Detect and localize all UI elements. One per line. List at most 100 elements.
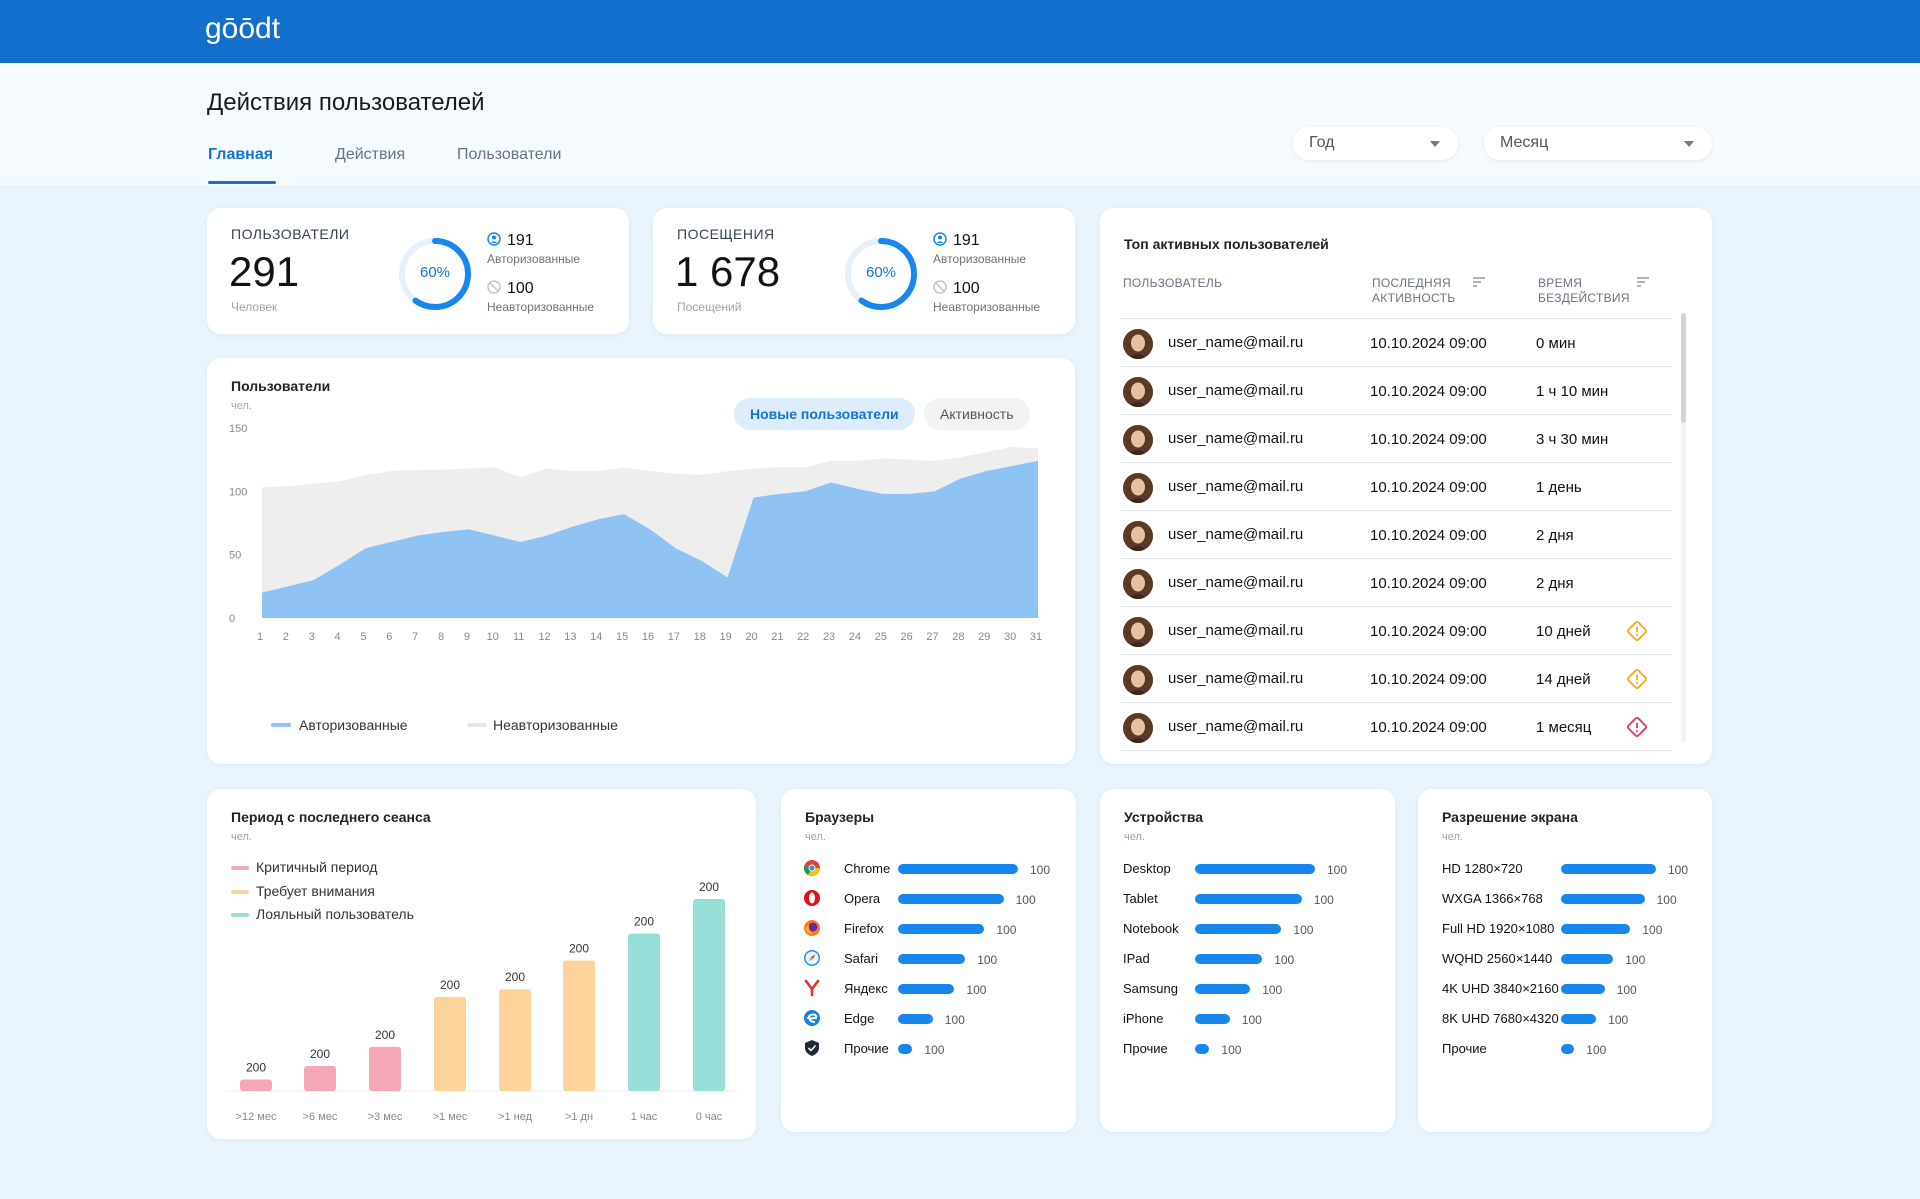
resolution-bar xyxy=(1561,864,1656,874)
table-row[interactable]: user_name@mail.ru 10.10.2024 09:00 0 мин xyxy=(1120,319,1672,367)
resolution-label: WXGA 1366×768 xyxy=(1442,891,1543,906)
top-users-card: Топ активных пользователей ПОЛЬЗОВАТЕЛЬ … xyxy=(1100,208,1712,764)
bar xyxy=(563,960,595,1091)
legend-loyal: Лояльный пользователь xyxy=(256,906,414,922)
idle-time: 2 дня xyxy=(1536,575,1574,592)
x-tick-label: 8 xyxy=(438,631,444,643)
x-tick-label: 24 xyxy=(849,631,861,643)
goodt-logo[interactable]: gōōdt xyxy=(205,10,285,56)
table-title: Топ активных пользователей xyxy=(1124,236,1329,252)
x-tick-label: 9 xyxy=(464,631,470,643)
session-period-card: Период с последнего сеанса чел. Критичны… xyxy=(207,789,756,1139)
user-email[interactable]: user_name@mail.ru xyxy=(1168,718,1304,735)
idle-time: 1 ч 10 мин xyxy=(1536,383,1609,400)
x-tick-label: 29 xyxy=(978,631,990,643)
user-email[interactable]: user_name@mail.ru xyxy=(1168,574,1304,591)
toggle-activity[interactable]: Активность xyxy=(924,398,1030,430)
authorized-label: Авторизованные xyxy=(487,252,581,266)
column-header-last-activity[interactable]: ПОСЛЕДНЯЯ АКТИВНОСТЬ xyxy=(1372,276,1456,305)
card-title: Устройства xyxy=(1124,809,1204,825)
column-header-idle-time[interactable]: ВРЕМЯ БЕЗДЕЙСТВИЯ xyxy=(1538,276,1630,305)
browsers-value: 100 xyxy=(977,953,998,967)
table-row[interactable]: user_name@mail.ru 10.10.2024 09:00 1 день xyxy=(1120,463,1672,511)
tab-users[interactable]: Пользователи xyxy=(457,146,562,163)
x-tick-label: 17 xyxy=(668,631,680,643)
x-tick-label: 4 xyxy=(335,631,341,643)
category-label: >1 дн xyxy=(565,1111,593,1123)
chart-title: Период с последнего сеанса xyxy=(231,809,431,825)
user-email[interactable]: user_name@mail.ru xyxy=(1168,478,1304,495)
scrollbar-track[interactable] xyxy=(1681,313,1686,743)
avatar xyxy=(1123,425,1153,455)
idle-time: 10 дней xyxy=(1536,623,1591,640)
avatar xyxy=(1123,617,1153,647)
card-unit: чел. xyxy=(805,831,826,843)
devices-bar xyxy=(1195,894,1302,904)
tab-main[interactable]: Главная xyxy=(208,146,274,163)
resolution-value: 100 xyxy=(1616,983,1637,997)
unauthorized-count: 100 xyxy=(487,280,534,298)
resolution-value: 100 xyxy=(1642,923,1663,937)
legend-attention: Требует внимания xyxy=(256,883,375,899)
chrome-icon xyxy=(803,859,821,877)
browsers-value: 100 xyxy=(924,1043,945,1057)
unauthorized-label: Неавторизованные xyxy=(487,300,595,314)
toggle-new-users[interactable]: Новые пользователи xyxy=(734,398,915,430)
x-tick-label: 2 xyxy=(283,631,289,643)
devices-bar xyxy=(1195,984,1251,994)
idle-time: 1 день xyxy=(1536,479,1582,496)
table-row[interactable]: user_name@mail.ru 10.10.2024 09:00 1 ч 10 … xyxy=(1120,367,1672,415)
legend-swatch-loyal xyxy=(231,913,249,917)
x-tick-label: 12 xyxy=(538,631,550,643)
legend-critical: Критичный период xyxy=(256,859,378,875)
last-activity: 10.10.2024 09:00 xyxy=(1370,383,1487,400)
user-email[interactable]: user_name@mail.ru xyxy=(1168,382,1304,399)
x-tick-label: 26 xyxy=(901,631,913,643)
table-row[interactable]: user_name@mail.ru 10.10.2024 09:00 2 дня xyxy=(1120,511,1672,559)
table-row[interactable]: user_name@mail.ru 10.10.2024 09:00 14 дней xyxy=(1120,655,1672,703)
table-row[interactable]: user_name@mail.ru 10.10.2024 09:00 1 месяц xyxy=(1120,703,1672,751)
avatar xyxy=(1123,329,1153,359)
stat-value: 291 xyxy=(229,248,300,295)
resolution-bar xyxy=(1561,1044,1575,1054)
bar-value-label: 200 xyxy=(505,970,525,984)
session-bar-chart: 200 >12 мес 200 >6 мес 200 >3 мес 200 >1 мес 200… xyxy=(227,880,737,1123)
bar-value-label: 200 xyxy=(699,880,719,894)
table-row[interactable]: user_name@mail.ru 10.10.2024 09:00 3 ч 30 … xyxy=(1120,415,1672,463)
browsers-label: Firefox xyxy=(844,921,884,936)
column-header-user[interactable]: ПОЛЬЗОВАТЕЛЬ xyxy=(1123,276,1223,290)
sort-icon[interactable] xyxy=(1472,276,1486,288)
bar xyxy=(499,989,531,1091)
percent-donut xyxy=(399,238,471,310)
user-email[interactable]: user_name@mail.ru xyxy=(1168,670,1304,687)
user-email[interactable]: user_name@mail.ru xyxy=(1168,526,1304,543)
stat-card-users: ПОЛЬЗОВАТЕЛИ 291 Человек 60% 191 Авториз… xyxy=(207,208,629,334)
critical-warning-icon xyxy=(1627,717,1647,737)
safari-icon xyxy=(803,949,821,967)
y-tick-label: 50 xyxy=(229,550,241,562)
scrollbar-thumb[interactable] xyxy=(1681,313,1686,423)
y-tick-label: 100 xyxy=(229,486,247,498)
user-email[interactable]: user_name@mail.ru xyxy=(1168,334,1304,351)
percent-arc xyxy=(399,238,471,310)
devices-bar xyxy=(1195,1014,1230,1024)
month-select[interactable]: Месяц xyxy=(1484,127,1712,160)
bar-value-label: 200 xyxy=(569,941,589,955)
bar xyxy=(434,996,466,1091)
resolution-card: Разрешение экрана чел. HD 1280×720 100 WXG… xyxy=(1418,789,1712,1132)
table-row[interactable]: user_name@mail.ru 10.10.2024 09:00 2 дня xyxy=(1120,559,1672,607)
browsers-bar xyxy=(898,984,955,994)
last-activity: 10.10.2024 09:00 xyxy=(1370,623,1487,640)
tab-actions[interactable]: Действия xyxy=(335,146,406,163)
bar-value-label: 200 xyxy=(246,1060,266,1074)
header-panel xyxy=(0,63,1920,185)
table-row[interactable]: user_name@mail.ru 10.10.2024 09:00 10 дней xyxy=(1120,607,1672,655)
chevron-down-icon xyxy=(1684,141,1694,147)
percent-label: 60% xyxy=(419,264,451,281)
user-email[interactable]: user_name@mail.ru xyxy=(1168,622,1304,639)
page-title: Действия пользователей xyxy=(207,89,485,116)
user-email[interactable]: user_name@mail.ru xyxy=(1168,430,1304,447)
year-select[interactable]: Год xyxy=(1293,127,1458,160)
last-activity: 10.10.2024 09:00 xyxy=(1370,719,1487,736)
sort-icon[interactable] xyxy=(1636,276,1650,288)
